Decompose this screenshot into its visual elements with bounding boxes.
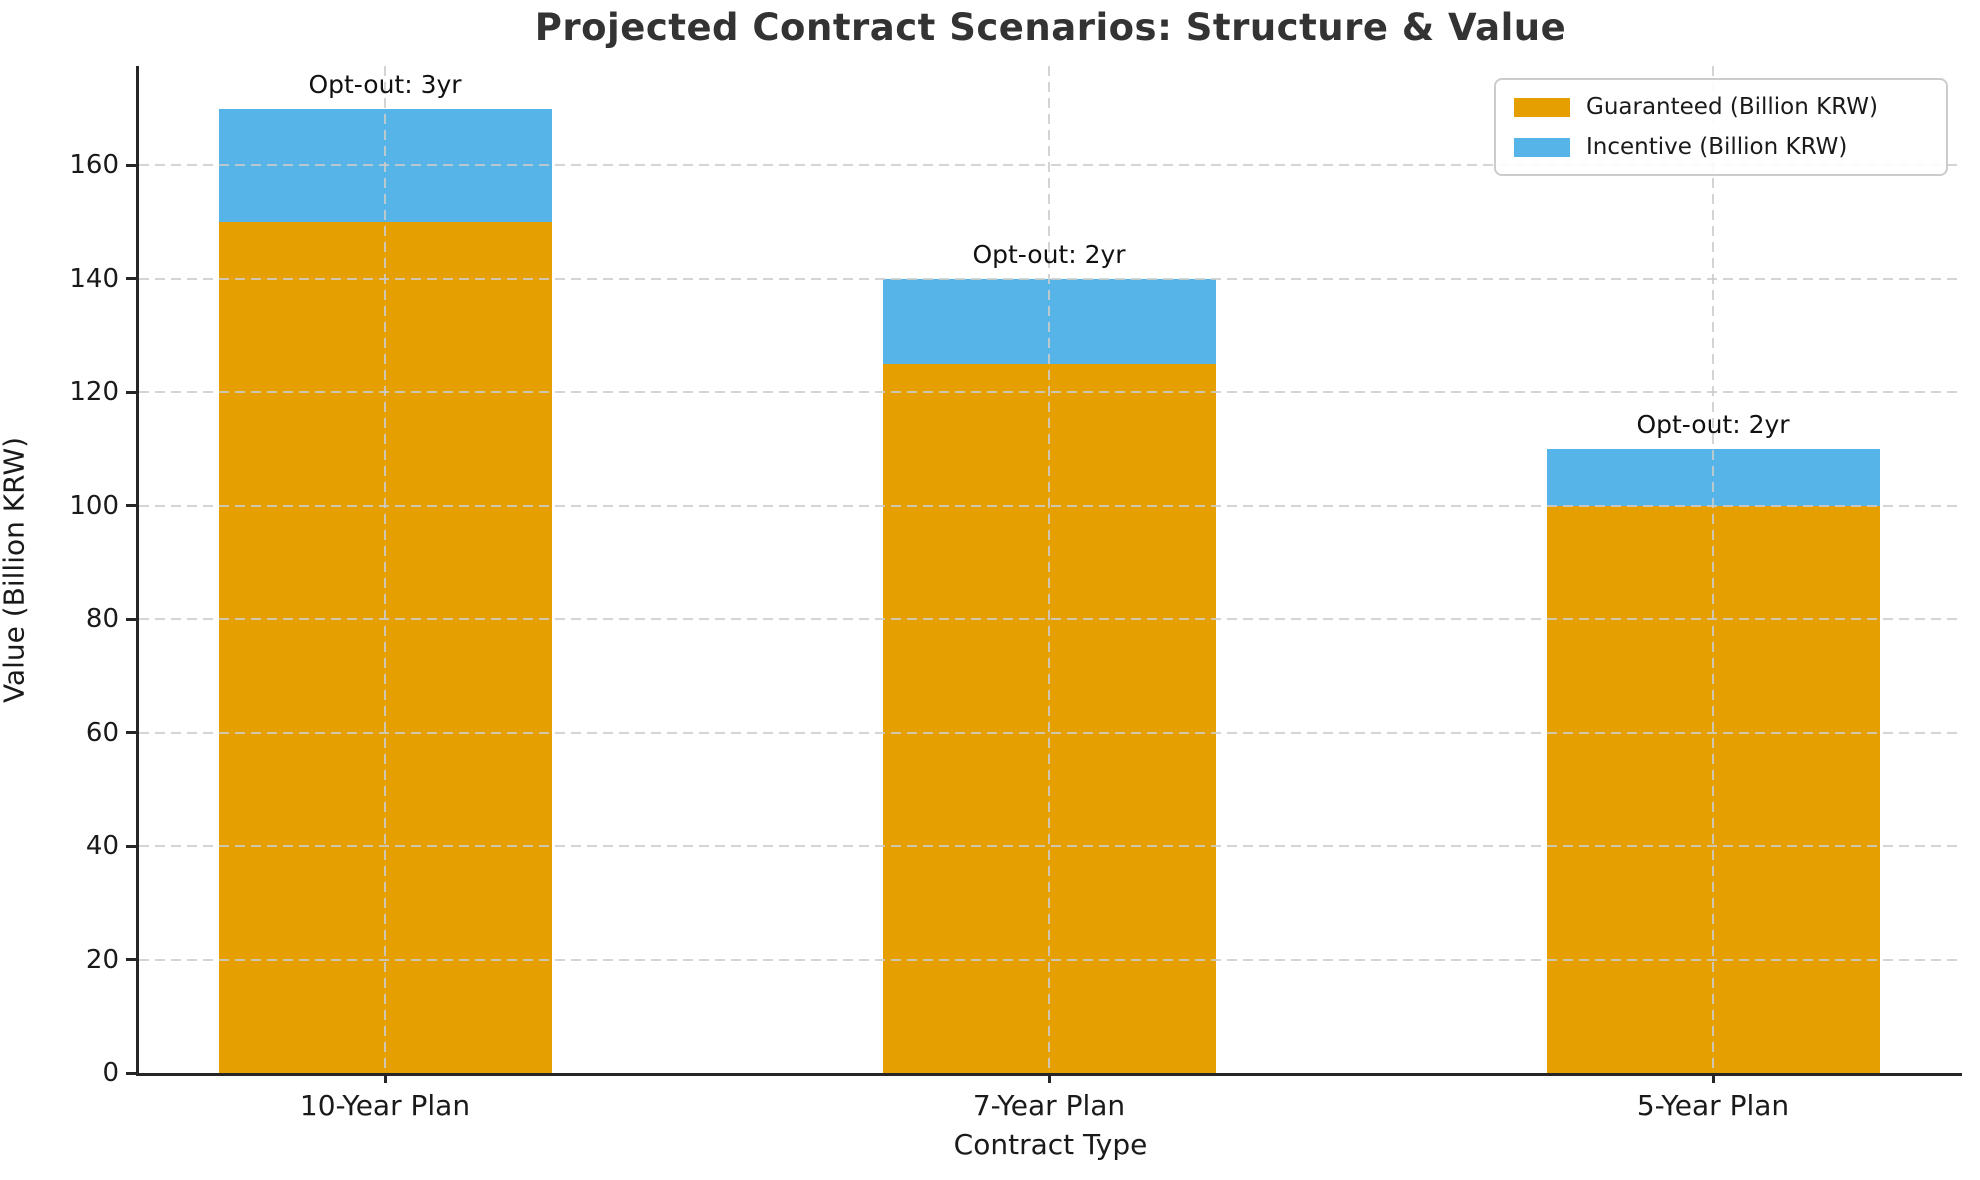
legend-item-guaranteed: Guaranteed (Billion KRW) [1514,94,1928,120]
gridline-vertical [1712,66,1714,1073]
x-tick-label: 10-Year Plan [299,1089,471,1122]
y-tick-label: 160 [69,150,119,181]
legend-item-incentive: Incentive (Billion KRW) [1514,134,1928,160]
gridline-horizontal [139,391,1962,394]
y-tick-label: 100 [69,490,119,521]
x-tick-mark [1048,1073,1051,1083]
y-tick-mark [126,504,136,508]
y-axis-spine [136,66,139,1076]
y-tick-mark [126,617,136,621]
gridline-horizontal [139,958,1962,961]
x-tick-mark [384,1073,387,1083]
legend-label: Guaranteed (Billion KRW) [1586,94,1878,120]
y-tick-mark [126,731,136,735]
gridline-horizontal [139,845,1962,848]
gridline-horizontal [139,618,1962,621]
legend-swatch-icon [1514,137,1570,157]
gridline-vertical [1048,66,1050,1073]
chart-title: Projected Contract Scenarios: Structure … [534,6,1567,49]
legend-swatch-icon [1514,97,1570,117]
y-tick-mark [126,958,136,962]
y-tick-label: 40 [85,831,119,862]
gridline-horizontal [139,277,1962,280]
gridline-horizontal [139,731,1962,734]
x-tick-label: 7-Year Plan [972,1089,1126,1122]
y-tick-label: 120 [69,377,119,408]
y-tick-label: 0 [102,1058,119,1088]
y-tick-label: 60 [85,717,119,748]
gridline-horizontal [139,164,1962,167]
y-tick-mark [126,277,136,281]
x-tick-mark [1712,1073,1715,1083]
y-tick-mark [126,390,136,394]
x-axis-label: Contract Type [953,1128,1148,1161]
y-tick-label: 80 [85,604,119,635]
y-axis-label: Value (Billion KRW) [0,436,31,704]
y-tick-label: 20 [85,944,119,975]
y-tick-label: 140 [69,263,119,294]
bar-annotation: Opt-out: 2yr [972,239,1126,269]
y-tick-mark [126,844,136,848]
legend-label: Incentive (Billion KRW) [1586,134,1848,160]
gridline-vertical [384,66,386,1073]
x-tick-label: 5-Year Plan [1636,1089,1790,1122]
gridline-horizontal [139,504,1962,507]
bar-annotation: Opt-out: 2yr [1636,409,1790,439]
y-tick-mark [126,163,136,167]
bar-annotation: Opt-out: 3yr [308,69,462,99]
legend: Guaranteed (Billion KRW) Incentive (Billi… [1494,78,1948,176]
plot-area: Opt-out: 3yr Opt-out: 2yr Opt-out: 2yr [136,66,1962,1076]
y-tick-mark [126,1071,136,1075]
